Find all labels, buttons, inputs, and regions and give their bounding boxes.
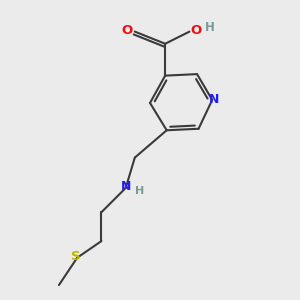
Text: O: O: [190, 24, 201, 37]
Text: N: N: [121, 180, 131, 193]
Text: N: N: [208, 93, 219, 106]
Text: H: H: [135, 186, 144, 196]
Text: H: H: [205, 22, 215, 34]
Text: O: O: [122, 24, 133, 37]
Text: S: S: [71, 250, 80, 263]
